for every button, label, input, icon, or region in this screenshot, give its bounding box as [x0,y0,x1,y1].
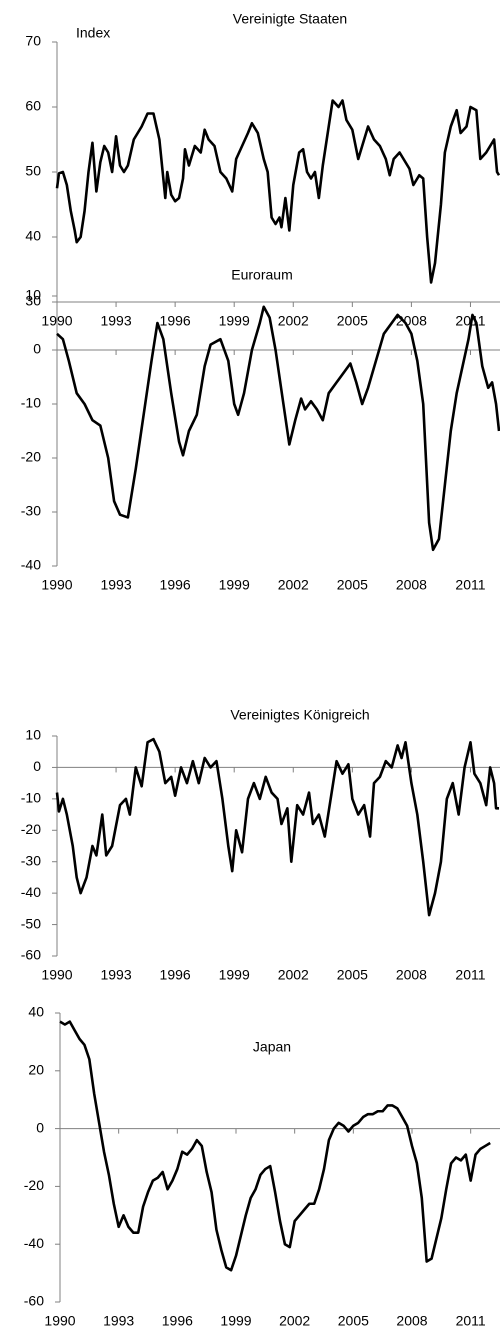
y-tick-label: 0 [36,1119,44,1135]
y-tick-label: 10 [25,727,41,743]
x-tick-label: 1996 [162,1313,193,1329]
y-tick-label: -60 [24,1293,44,1309]
y-tick-label: -20 [21,821,41,837]
y-tick-label: -30 [21,852,41,868]
x-tick-label: 2008 [396,577,427,593]
y-tick-label: 60 [25,98,41,114]
x-tick-label: 2011 [455,577,485,593]
x-tick-label: 1990 [41,967,72,983]
x-tick-label: 1990 [41,577,72,593]
y-tick-label: -10 [21,790,41,806]
data-line [59,1020,491,1272]
y-tick-label: 10 [25,287,41,303]
y-tick-label: -40 [21,557,41,573]
x-tick-label: 1990 [44,1313,75,1329]
data-line [56,305,500,552]
data-line [55,99,500,284]
x-tick-label: 2005 [338,1313,369,1329]
x-tick-label: 1999 [220,1313,251,1329]
y-tick-label: -40 [21,884,41,900]
y-tick-label: 50 [25,163,41,179]
y-axis-label: Index [76,25,110,41]
x-tick-label: 2002 [278,967,309,983]
y-tick-label: -20 [24,1177,44,1193]
y-tick-label: -30 [21,503,41,519]
x-tick-label: 1993 [103,1313,134,1329]
y-tick-label: -20 [21,449,41,465]
y-tick-label: -10 [21,395,41,411]
x-tick-label: 2002 [279,1313,310,1329]
y-tick-label: -40 [24,1235,44,1251]
x-tick-label: 1996 [160,313,191,329]
x-tick-label: 1999 [219,577,250,593]
x-tick-label: 2008 [396,1313,427,1329]
x-tick-label: 2005 [337,577,368,593]
x-tick-label: 2002 [278,313,309,329]
x-tick-label: 2011 [456,1313,486,1329]
x-tick-label: 2002 [278,577,309,593]
x-tick-label: 1993 [100,577,131,593]
chart-title: Vereinigte Staaten [233,11,347,27]
chart-title: Japan [253,1039,291,1055]
x-tick-label: 2011 [455,967,485,983]
y-tick-label: 0 [33,758,41,774]
y-tick-label: 30 [25,293,41,309]
x-tick-label: 2008 [396,313,427,329]
x-tick-label: 1999 [219,313,250,329]
y-tick-label: -50 [21,915,41,931]
chart-title: Vereinigtes Königreich [230,707,369,723]
y-tick-label: 70 [25,33,41,49]
data-line [55,737,500,917]
y-tick-label: 40 [28,1004,44,1020]
y-tick-label: 40 [25,228,41,244]
x-tick-label: 1993 [100,313,131,329]
y-tick-label: -60 [21,947,41,963]
x-tick-label: 2005 [337,313,368,329]
x-tick-label: 1996 [160,577,191,593]
x-tick-label: 2005 [337,967,368,983]
x-tick-label: 2008 [396,967,427,983]
chart-title: Euroraum [231,267,292,283]
x-tick-label: 1993 [100,967,131,983]
x-tick-label: 1996 [160,967,191,983]
x-tick-label: 1999 [219,967,250,983]
y-tick-label: 20 [28,1062,44,1078]
y-tick-label: 0 [33,341,41,357]
